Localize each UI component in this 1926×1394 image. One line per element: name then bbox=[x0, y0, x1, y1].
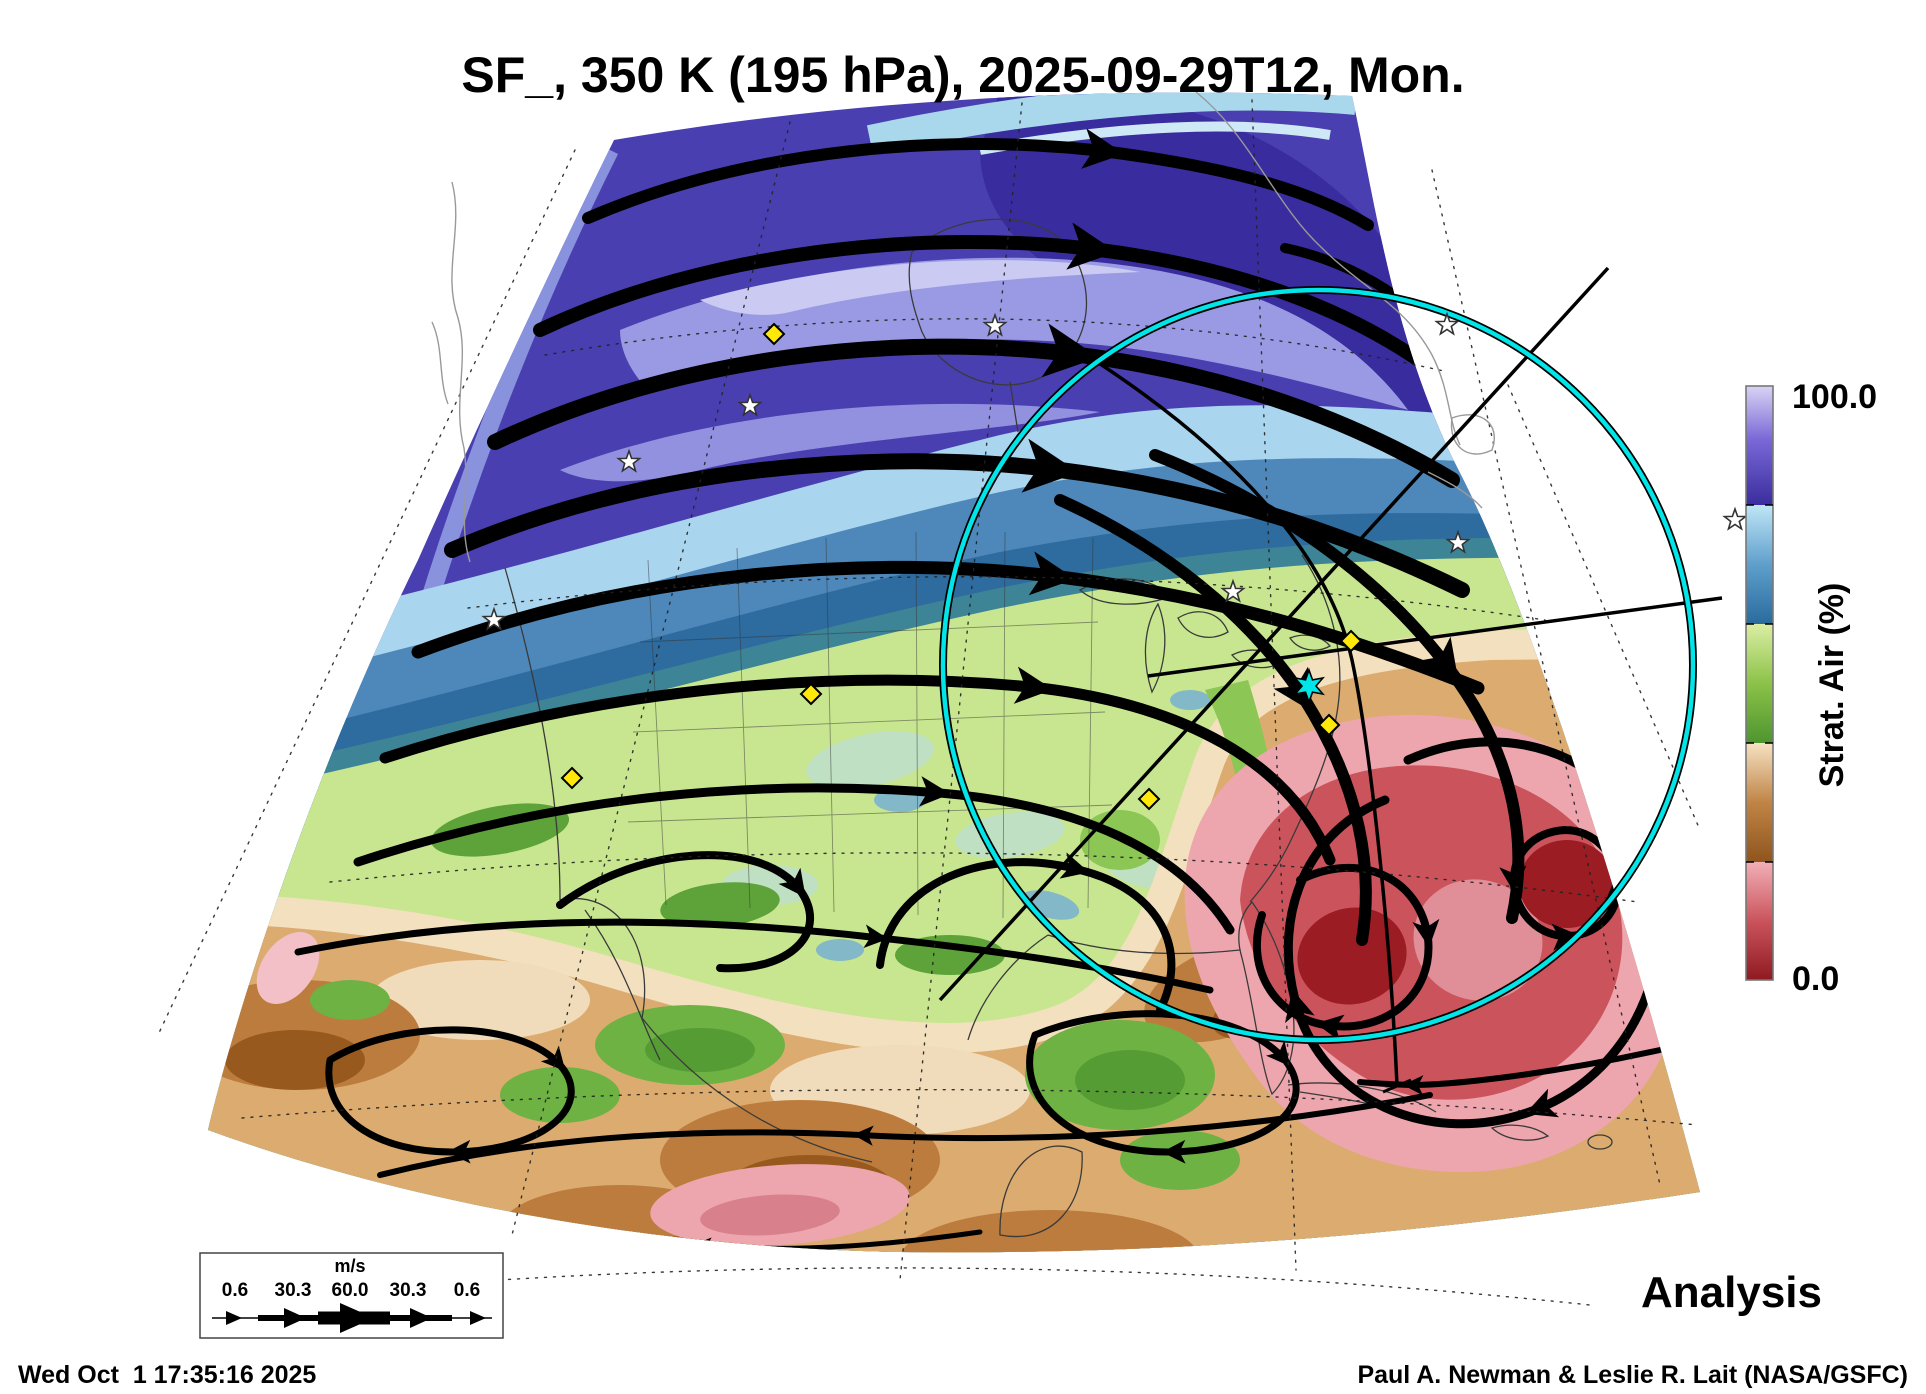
white-star-marker bbox=[1220, 578, 1246, 603]
wind-legend-value: 0.6 bbox=[454, 1280, 480, 1301]
range-ring-cyan bbox=[940, 287, 1696, 1043]
wind-legend-value: 0.6 bbox=[222, 1280, 248, 1301]
graticule bbox=[157, 99, 1701, 1306]
wind-legend-unit: m/s bbox=[334, 1256, 365, 1276]
colorbar-title: Strat. Air (%) bbox=[1813, 583, 1851, 788]
diamond-marker bbox=[799, 682, 823, 706]
credit: Paul A. Newman & Leslie R. Lait (NASA/GS… bbox=[1357, 1361, 1908, 1389]
colorbar-min-label: 0.0 bbox=[1792, 960, 1839, 998]
white-star-marker bbox=[1434, 311, 1460, 336]
wind-legend-arrow bbox=[212, 1303, 492, 1333]
coastlines-outside-map bbox=[431, 91, 1495, 563]
streak-periwinkle-2 bbox=[560, 403, 1100, 482]
state-borders bbox=[627, 531, 1113, 919]
wind-legend-value: 30.3 bbox=[390, 1280, 427, 1301]
flight-track-curve bbox=[1068, 342, 1399, 1086]
white-star-marker bbox=[616, 448, 642, 473]
timestamp: Wed Oct 1 17:35:16 2025 bbox=[18, 1361, 316, 1389]
colorbar-max-label: 100.0 bbox=[1792, 378, 1877, 416]
diamond-marker bbox=[762, 322, 786, 346]
analysis-label: Analysis bbox=[1641, 1268, 1822, 1317]
cyan-star-marker bbox=[1293, 667, 1325, 705]
diamond-marker bbox=[1339, 629, 1363, 653]
diamond-marker bbox=[560, 766, 584, 790]
range-ring bbox=[939, 286, 1697, 1044]
track-lines bbox=[938, 266, 1723, 1094]
streak-lavender bbox=[700, 260, 1140, 315]
white-star-marker bbox=[1445, 529, 1471, 554]
flight-track-end-tick bbox=[1382, 1078, 1412, 1094]
wind-legend: m/s 0.6 30.3 60.0 30.3 0.6 bbox=[199, 1252, 504, 1339]
waypoint-diamonds bbox=[560, 322, 1363, 811]
band-top-cyan bbox=[866, 92, 1358, 155]
diamond-marker bbox=[1317, 713, 1341, 737]
white-star-marker bbox=[481, 606, 507, 631]
diamond-marker bbox=[1137, 787, 1161, 811]
cross-line-ne bbox=[938, 266, 1610, 1002]
wind-legend-value: 60.0 bbox=[332, 1280, 369, 1301]
white-star-marker bbox=[982, 312, 1008, 337]
white-star-marker bbox=[1722, 506, 1748, 531]
wind-legend-value: 30.3 bbox=[275, 1280, 312, 1301]
colorbar-frame bbox=[1745, 385, 1774, 981]
colorbar-ticks bbox=[1746, 504, 1773, 863]
white-star-marker bbox=[737, 392, 763, 417]
page-title: SF_, 350 K (195 hPa), 2025-09-29T12, Mon… bbox=[461, 47, 1464, 103]
site-cyan-star bbox=[1293, 667, 1325, 705]
cross-line-east bbox=[1147, 596, 1723, 678]
station-stars bbox=[481, 311, 1748, 631]
colorbar: 100.0 0.0 Strat. Air (%) bbox=[1745, 378, 1877, 998]
